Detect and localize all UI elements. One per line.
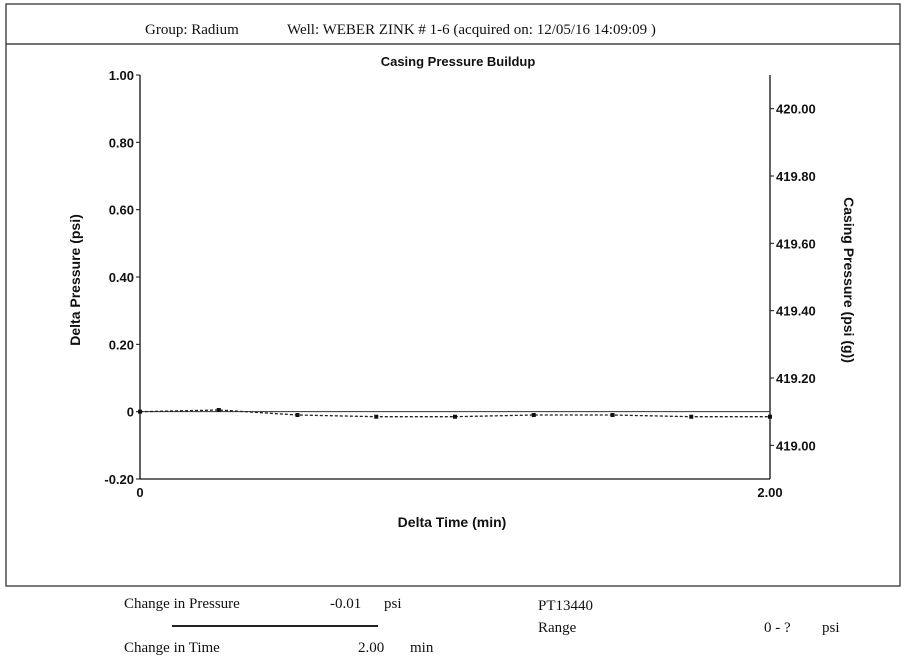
change-time-value: 2.00 — [358, 640, 385, 656]
x-tick-label: 0 — [136, 485, 143, 500]
footer-underline — [172, 625, 378, 627]
ticks-layer: 1.000.800.600.400.200-0.20420.00419.8041… — [104, 68, 815, 500]
y2-tick-label: 419.60 — [776, 236, 816, 251]
data-point — [610, 413, 615, 418]
y2-axis-label: Casing Pressure (psi (g)) — [841, 197, 857, 363]
data-point — [453, 414, 457, 419]
y-tick-label: 0 — [127, 405, 134, 420]
data-point — [295, 413, 300, 418]
data-point — [689, 414, 694, 419]
data-point — [216, 407, 221, 412]
y2-tick-label: 419.00 — [776, 438, 816, 453]
data-point — [138, 409, 142, 414]
y-tick-label: -0.20 — [104, 472, 134, 487]
chart-svg: Group: Radium Well: WEBER ZINK # 1-6 (ac… — [5, 3, 901, 587]
data-point — [768, 414, 772, 419]
change-time-label: Change in Time — [124, 640, 220, 656]
chart-title: Casing Pressure Buildup — [381, 54, 536, 69]
data-point — [374, 414, 379, 419]
data-point — [531, 413, 536, 418]
y-tick-label: 1.00 — [109, 68, 134, 83]
change-pressure-value: -0.01 — [330, 596, 362, 612]
y-tick-label: 0.60 — [109, 203, 134, 218]
x-tick-label: 2.00 — [757, 485, 782, 500]
change-time-unit: min — [410, 640, 434, 656]
range-label: Range — [538, 620, 577, 636]
change-pressure-unit: psi — [384, 596, 402, 612]
y2-tick-label: 419.40 — [776, 304, 816, 319]
y2-tick-label: 419.80 — [776, 169, 816, 184]
header-group-label: Group: Radium — [145, 22, 239, 38]
y-tick-label: 0.80 — [109, 135, 134, 150]
y-tick-label: 0.20 — [109, 337, 134, 352]
x-axis-label: Delta Time (min) — [398, 514, 507, 530]
chart-frame — [5, 3, 901, 587]
sensor-id: PT13440 — [538, 598, 594, 614]
y-axis-label: Delta Pressure (psi) — [67, 214, 83, 346]
y2-tick-label: 419.20 — [776, 371, 816, 386]
y-tick-label: 0.40 — [109, 270, 134, 285]
series-layer — [138, 407, 772, 419]
y2-tick-label: 420.00 — [776, 102, 816, 117]
change-pressure-label: Change in Pressure — [124, 596, 240, 612]
range-value: 0 - ? — [764, 620, 791, 636]
range-unit: psi — [822, 620, 840, 636]
header-well-label: Well: WEBER ZINK # 1-6 (acquired on: 12/… — [287, 22, 656, 38]
